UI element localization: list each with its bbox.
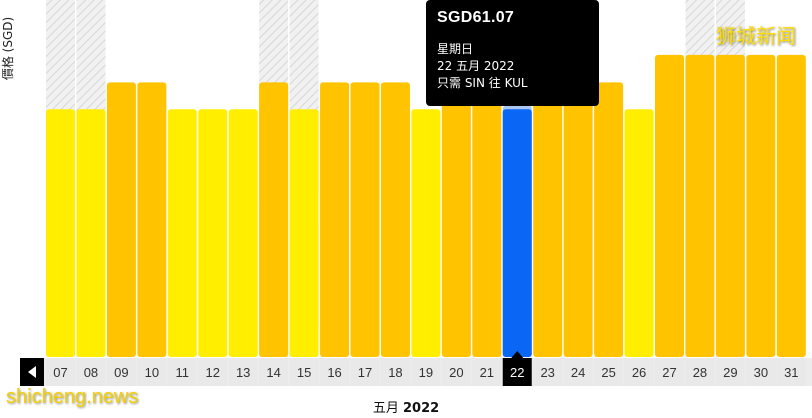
tooltip-price: SGD61.07 [437,9,515,26]
tick-cell [715,358,745,386]
bar-14[interactable] [259,82,289,357]
bar-15[interactable] [289,109,319,357]
tick-label-28: 28 [693,365,707,380]
tooltip-weekday: 星期日 [437,42,474,56]
tick-cell [594,358,624,386]
selected-tick-cell [502,358,532,386]
bar-28[interactable] [685,54,715,358]
tick-label-15: 15 [297,365,311,380]
tick-cell [776,358,806,386]
tick-label-24: 24 [571,365,585,380]
tick-label-19: 19 [419,365,433,380]
tick-label-14: 14 [266,365,280,380]
tick-cell [746,358,776,386]
watermark-bottom-left: shicheng.news [6,386,139,408]
bar-29[interactable] [715,54,745,358]
chevron-left-icon[interactable] [28,366,36,378]
tick-label-13: 13 [236,365,250,380]
tick-label-21: 21 [480,365,494,380]
bar-09[interactable] [106,82,136,357]
bar-27[interactable] [655,54,684,358]
tick-label-12: 12 [206,365,220,380]
tick-label-22: 22 [510,365,524,380]
tick-cell [411,358,441,386]
tick-label-23: 23 [540,365,554,380]
tick-cell [320,358,350,386]
month-label: 五月 2022 [0,397,812,416]
bar-12[interactable] [198,109,228,357]
tick-label-16: 16 [327,365,341,380]
tick-cell [46,358,75,386]
tick-cell [198,358,228,386]
tick-cell [472,358,502,386]
bar-22[interactable] [502,109,532,357]
tick-cell [655,358,684,386]
tick-label-07: 07 [53,365,67,380]
tick-label-25: 25 [601,365,615,380]
tick-cell [441,358,471,386]
tooltip-route: 只需 SIN 往 KUL [437,76,528,90]
tick-label-30: 30 [754,365,768,380]
bar-24[interactable] [563,82,593,357]
price-tooltip: SGD61.07 星期日 22 五月 2022 只需 SIN 往 KUL [426,0,599,106]
month-year: 2022 [402,401,440,416]
bar-19[interactable] [411,109,441,357]
tick-cell [380,358,410,386]
tooltip-date: 22 五月 2022 [437,59,515,73]
bar-08[interactable] [76,109,106,357]
tick-label-29: 29 [723,365,737,380]
bar-20[interactable] [441,54,471,358]
bar-13[interactable] [228,109,258,357]
bar-26[interactable] [624,109,654,357]
tick-label-08: 08 [84,365,98,380]
tick-label-20: 20 [449,365,463,380]
bar-11[interactable] [167,109,197,357]
watermark-top-right: 狮城新闻 [716,24,796,48]
tick-cell [228,358,258,386]
tick-cell [685,358,715,386]
bar-16[interactable] [320,82,350,357]
month-name: 五月 [372,401,399,416]
bar-23[interactable] [533,82,563,357]
tick-cell [106,358,136,386]
bar-10[interactable] [137,82,167,357]
tick-label-26: 26 [632,365,646,380]
selected-tick-caret [511,351,524,358]
bar-17[interactable] [350,82,380,357]
tick-cell [563,358,593,386]
bar-30[interactable] [746,54,776,358]
tick-cell [259,358,289,386]
tick-label-27: 27 [662,365,676,380]
bar-31[interactable] [776,54,806,358]
tick-label-09: 09 [114,365,128,380]
tick-cell [533,358,563,386]
bar-07[interactable] [46,109,75,357]
tick-cell [76,358,106,386]
tick-label-11: 11 [176,365,190,380]
bar-21[interactable] [472,82,502,357]
bar-25[interactable] [594,82,624,357]
y-axis-label: 價格 (SGD) [1,14,22,84]
tick-label-18: 18 [388,365,402,380]
y-axis-label-text: 價格 (SGD) [1,16,16,81]
tick-label-17: 17 [358,365,372,380]
tick-cell [624,358,654,386]
tick-label-10: 10 [145,365,159,380]
tick-cell [350,358,380,386]
bar-18[interactable] [380,82,410,357]
tick-cell [137,358,167,386]
tick-cell [289,358,319,386]
tick-label-31: 31 [784,365,798,380]
tick-cell [167,358,197,386]
